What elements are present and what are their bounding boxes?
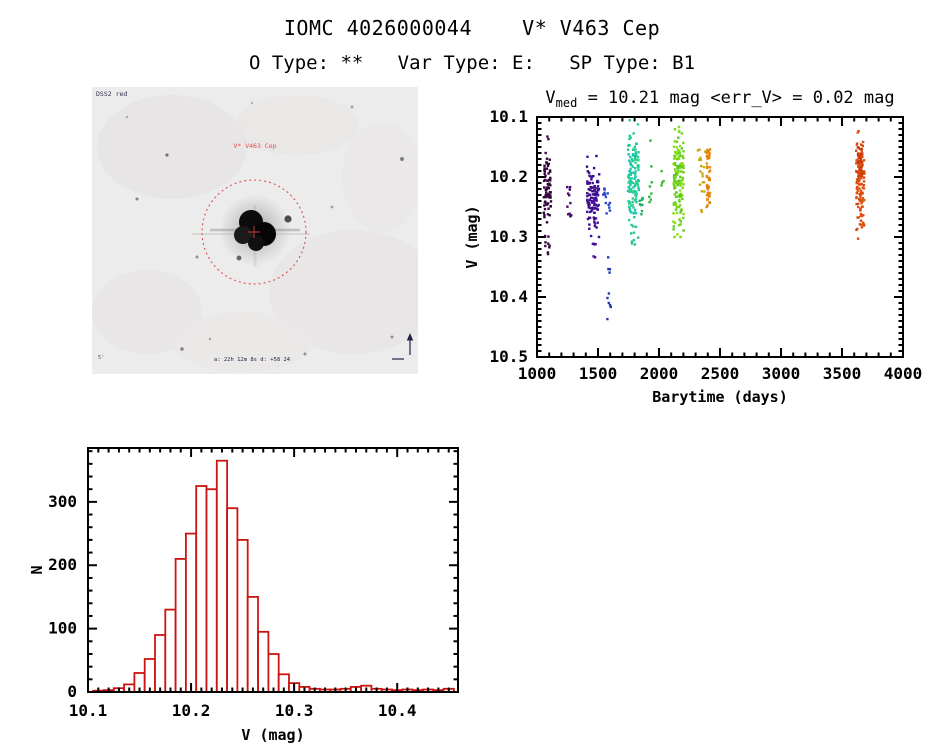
scatter-points: [542, 119, 866, 321]
svg-text:2500: 2500: [701, 364, 740, 383]
svg-text:10.3: 10.3: [489, 227, 528, 246]
target-label: V* V463 Cep: [233, 142, 276, 150]
histogram-yaxis-label: N: [28, 565, 46, 574]
histogram-axes: [87, 447, 459, 693]
scatter-yaxis-label: V (mag): [463, 205, 481, 268]
svg-text:100: 100: [48, 619, 77, 638]
svg-text:10.1: 10.1: [69, 701, 108, 720]
svg-text:10.4: 10.4: [378, 701, 417, 720]
svg-text:10.4: 10.4: [489, 287, 528, 306]
scatter-title: Vmed = 10.21 mag <err_V> = 0.02 mag: [545, 88, 894, 110]
svg-text:0: 0: [67, 682, 77, 701]
svg-text:4000: 4000: [884, 364, 923, 383]
aperture-circle: [201, 179, 307, 285]
svg-text:10.1: 10.1: [489, 107, 528, 126]
svg-text:3500: 3500: [823, 364, 862, 383]
target-star: [192, 194, 310, 267]
histogram-plot: 10.1 10.2 10.3 10.4 0 100 200 300 V (mag) N: [28, 447, 459, 744]
lightcurve-plot: 1000 1500 2000 2500 3000 3500 4000 10.1 10.2 10.3…: [463, 88, 922, 406]
svg-text:10.2: 10.2: [172, 701, 211, 720]
histogram-bars: [92, 459, 455, 693]
histogram-tick-labels: 10.1 10.2 10.3 10.4 0 100 200 300: [48, 492, 416, 720]
compass-icon: [392, 333, 414, 360]
sky-mottling: [92, 95, 418, 372]
survey-label: DSS2 red: [96, 90, 127, 98]
svg-text:10.5: 10.5: [489, 347, 528, 366]
svg-text:10.3: 10.3: [275, 701, 314, 720]
scale-label: 5': [98, 355, 105, 361]
svg-text:3000: 3000: [762, 364, 801, 383]
coords-label: a: 22h 12m 8s d: +58 24: [214, 357, 291, 363]
scatter-tick-labels: 1000 1500 2000 2500 3000 3500 4000 10.1 10.2 10.3…: [489, 107, 922, 383]
svg-text:300: 300: [48, 492, 77, 511]
object-type-line: O Type: ** Var Type: E: SP Type: B1: [248, 52, 696, 74]
field-stars: [125, 101, 404, 356]
svg-text:200: 200: [48, 555, 77, 574]
scatter-axes: [536, 116, 904, 358]
svg-text:10.2: 10.2: [489, 167, 528, 186]
svg-text:1500: 1500: [579, 364, 618, 383]
svg-text:1000: 1000: [518, 364, 557, 383]
page-title: IOMC 4026000044 V* V463 Cep: [283, 16, 661, 40]
scatter-xaxis-label: Barytime (days): [652, 388, 787, 406]
finding-chart-image: V* V463 Cep DSS2 red a: 22h 12m 8s d: +5…: [92, 87, 418, 374]
histogram-xaxis-label: V (mag): [241, 726, 304, 744]
svg-text:2000: 2000: [640, 364, 679, 383]
